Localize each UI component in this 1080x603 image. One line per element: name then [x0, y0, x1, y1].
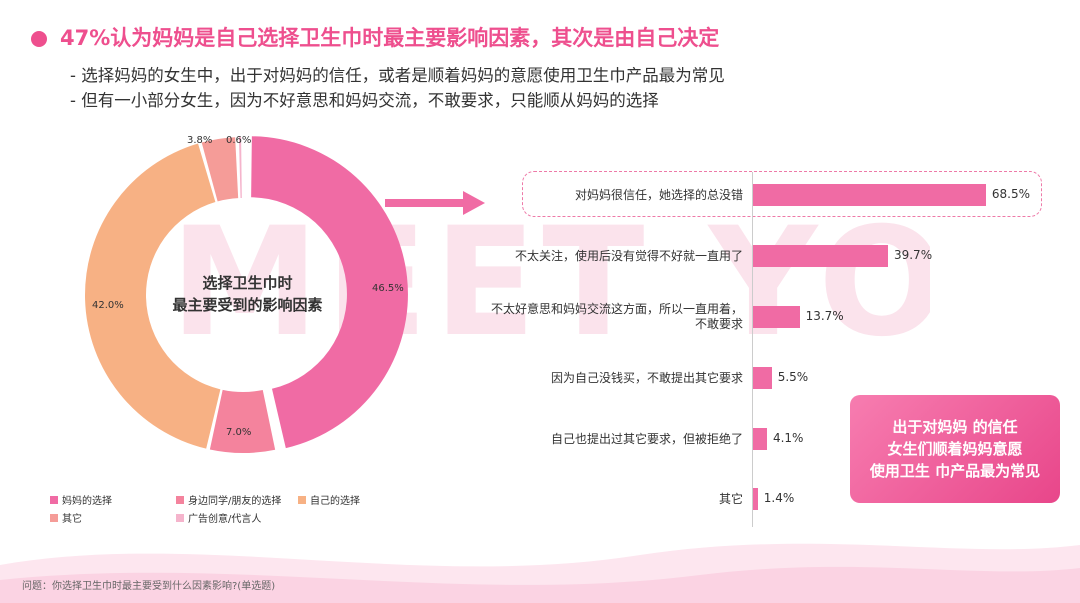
- legend-label: 其它: [62, 514, 82, 525]
- bar-category-label: 自己也提出过其它要求，但被拒绝了: [443, 432, 743, 447]
- legend-label: 自己的选择: [310, 496, 360, 507]
- donut-slice-label: 0.6%: [226, 135, 252, 146]
- donut-slice-label: 7.0%: [226, 427, 252, 438]
- bar-category-label-line: 自己也提出过其它要求，但被拒绝了: [550, 431, 743, 446]
- donut-slice: [238, 137, 242, 199]
- legend-item: 身边同学/朋友的选择: [176, 492, 281, 507]
- bullet-line-1: - 选择妈妈的女生中，出于对妈妈的信任，或者是顺着妈妈的意愿使用卫生巾产品最为常…: [70, 66, 725, 85]
- bar-value-label: 68.5%: [991, 187, 1031, 201]
- bar-category-label-line: 因为自己没钱买，不敢提出其它要求: [550, 370, 743, 385]
- footnote: 问题：你选择卫生巾时最主要受到什么因素影响?(单选题): [22, 581, 276, 592]
- legend-label: 妈妈的选择: [62, 496, 112, 507]
- donut-center-title: 选择卫生巾时 最主要受到的影响因素: [130, 272, 365, 316]
- bar-value-label: 39.7%: [893, 248, 933, 262]
- bar-category-label: 其它: [443, 492, 743, 507]
- bar-value-label: 4.1%: [772, 431, 804, 445]
- donut-slice: [209, 389, 276, 453]
- bar-category-label-line: 其它: [718, 491, 743, 506]
- bullet-line-2: - 但有一小部分女生，因为不好意思和妈妈交流，不敢要求，只能顺从妈妈的选择: [70, 91, 659, 110]
- bar-category-label-line: 不太好意思和妈妈交流这方面，所以一直用着，: [490, 302, 743, 316]
- legend-item: 妈妈的选择: [50, 492, 112, 507]
- donut-slice-label: 3.8%: [187, 135, 213, 146]
- bar-category-label: 因为自己没钱买，不敢提出其它要求: [443, 371, 743, 386]
- watermark: MEET YOU: [170, 198, 930, 368]
- legend-swatch: [50, 495, 58, 504]
- legend-swatch: [298, 495, 306, 504]
- legend-item: 其它: [50, 510, 82, 525]
- bar-category-label: 不太关注，使用后没有觉得不好就一直用了: [443, 249, 743, 264]
- callout-box: 出于对妈妈 的信任 女生们顺着妈妈意愿 使用卫生 巾产品最为常见: [850, 395, 1060, 503]
- donut-slice-label: 42.0%: [92, 300, 124, 311]
- donut-slice-label: 46.5%: [372, 283, 404, 294]
- bar-category-label-line: 对妈妈很信任，她选择的总没错: [574, 187, 743, 202]
- donut-center-line: 最主要受到的影响因素: [172, 296, 323, 314]
- donut-slice: [85, 143, 221, 449]
- legend-swatch: [176, 513, 184, 522]
- arrow-right-icon: [385, 191, 485, 215]
- footer-wave: [0, 543, 1080, 603]
- bar: [753, 184, 986, 206]
- callout-line: 出于对妈妈 的信任: [892, 418, 1018, 436]
- title-dot-icon: [31, 31, 47, 47]
- donut-slice: [201, 137, 239, 202]
- bar: [753, 428, 767, 450]
- legend-swatch: [176, 495, 184, 504]
- bar: [753, 245, 888, 267]
- bar-category-label: 对妈妈很信任，她选择的总没错: [443, 188, 743, 203]
- bar-value-label: 13.7%: [805, 309, 844, 323]
- bar-value-label: 5.5%: [777, 370, 809, 384]
- donut-center-line: 选择卫生巾时: [202, 274, 293, 292]
- legend-item: 自己的选择: [298, 492, 360, 507]
- bar-axis-line: [752, 172, 753, 527]
- bar: [753, 367, 772, 389]
- page-title: 47%认为妈妈是自己选择卫生巾时最主要影响因素，其次是由自己决定: [60, 26, 720, 50]
- highlight-box: [522, 171, 1042, 217]
- bar-category-label-line: 不太关注，使用后没有觉得不好就一直用了: [514, 248, 743, 263]
- bar: [753, 306, 800, 328]
- bar-category-label: 不太好意思和妈妈交流这方面，所以一直用着， 不敢要求: [443, 302, 743, 332]
- bar: [753, 488, 758, 510]
- legend-item: 广告创意/代言人: [176, 510, 261, 525]
- callout-line: 使用卫生 巾产品最为常见: [869, 462, 1041, 480]
- bar-category-label-line: 不敢要求: [694, 317, 743, 331]
- legend-swatch: [50, 513, 58, 522]
- donut-slice: [251, 136, 408, 449]
- callout-line: 女生们顺着妈妈意愿: [887, 440, 1023, 458]
- legend-label: 广告创意/代言人: [188, 514, 262, 525]
- bar-value-label: 1.4%: [763, 491, 795, 505]
- donut-chart: [85, 136, 408, 453]
- legend-label: 身边同学/朋友的选择: [188, 496, 282, 507]
